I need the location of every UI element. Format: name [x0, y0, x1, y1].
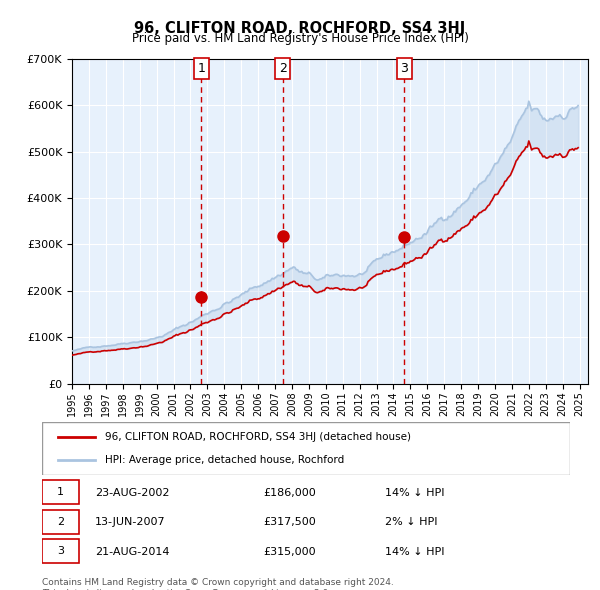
- Text: 96, CLIFTON ROAD, ROCHFORD, SS4 3HJ (detached house): 96, CLIFTON ROAD, ROCHFORD, SS4 3HJ (det…: [106, 432, 412, 442]
- Text: 13-JUN-2007: 13-JUN-2007: [95, 517, 166, 527]
- Text: Price paid vs. HM Land Registry's House Price Index (HPI): Price paid vs. HM Land Registry's House …: [131, 32, 469, 45]
- Text: 1: 1: [197, 62, 205, 75]
- Text: 3: 3: [57, 546, 64, 556]
- Text: 23-AUG-2002: 23-AUG-2002: [95, 488, 169, 497]
- FancyBboxPatch shape: [42, 539, 79, 563]
- Bar: [202, 59, 283, 384]
- FancyBboxPatch shape: [42, 510, 79, 533]
- Text: 14% ↓ HPI: 14% ↓ HPI: [385, 488, 445, 497]
- Text: 14% ↓ HPI: 14% ↓ HPI: [385, 547, 445, 556]
- Text: HPI: Average price, detached house, Rochford: HPI: Average price, detached house, Roch…: [106, 455, 344, 465]
- Text: 21-AUG-2014: 21-AUG-2014: [95, 547, 169, 556]
- Text: £317,500: £317,500: [264, 517, 317, 527]
- Bar: [404, 59, 588, 384]
- Text: 2: 2: [278, 62, 287, 75]
- Text: 3: 3: [400, 62, 409, 75]
- FancyBboxPatch shape: [42, 480, 79, 504]
- Text: 1: 1: [57, 487, 64, 497]
- Text: £315,000: £315,000: [264, 547, 316, 556]
- FancyBboxPatch shape: [42, 422, 570, 475]
- Text: 96, CLIFTON ROAD, ROCHFORD, SS4 3HJ: 96, CLIFTON ROAD, ROCHFORD, SS4 3HJ: [134, 21, 466, 35]
- Text: 2: 2: [57, 517, 64, 527]
- Text: £186,000: £186,000: [264, 488, 317, 497]
- Text: 2% ↓ HPI: 2% ↓ HPI: [385, 517, 438, 527]
- Bar: [72, 59, 202, 384]
- Text: Contains HM Land Registry data © Crown copyright and database right 2024.
This d: Contains HM Land Registry data © Crown c…: [42, 578, 394, 590]
- Bar: [283, 59, 404, 384]
